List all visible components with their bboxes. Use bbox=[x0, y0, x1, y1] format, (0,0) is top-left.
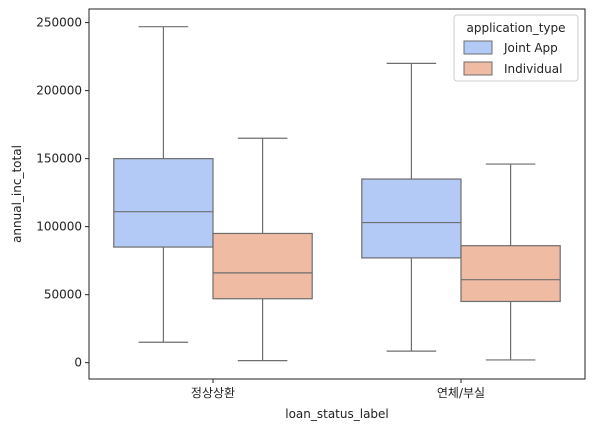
y-tick-label: 0 bbox=[74, 356, 82, 370]
box-iqr bbox=[460, 245, 561, 303]
y-tick-label: 150000 bbox=[36, 152, 82, 166]
legend: application_type Joint App Individual bbox=[453, 14, 579, 82]
legend-swatch bbox=[463, 61, 493, 76]
x-axis-label: loan_status_label bbox=[285, 407, 389, 421]
legend-swatch bbox=[463, 40, 493, 55]
box-joint-app-1 bbox=[361, 62, 462, 352]
box-individual-0 bbox=[212, 137, 313, 362]
box-individual-1 bbox=[460, 163, 561, 361]
box-iqr bbox=[113, 158, 214, 248]
y-tick-label: 250000 bbox=[36, 16, 82, 30]
axes-frame bbox=[88, 8, 586, 380]
plot-area bbox=[113, 26, 561, 362]
legend-title: application_type bbox=[467, 21, 566, 35]
y-tick-label: 100000 bbox=[36, 220, 82, 234]
legend-entry-label: Individual bbox=[504, 62, 562, 76]
x-tick-label: 연체/부실 bbox=[437, 386, 485, 400]
y-tick-label: 50000 bbox=[44, 288, 82, 302]
box-iqr bbox=[361, 178, 462, 259]
box-joint-app-0 bbox=[113, 26, 214, 343]
x-tick-label: 정상상환 bbox=[191, 386, 235, 400]
y-axis-label: annual_inc_total bbox=[10, 145, 24, 243]
y-axis-ticks: 0 50000 100000 150000 200000 250000 bbox=[36, 16, 89, 370]
box-iqr bbox=[212, 232, 313, 300]
legend-entry-label: Joint App bbox=[503, 41, 558, 55]
y-tick-label: 200000 bbox=[36, 84, 82, 98]
x-axis-ticks: 정상상환 연체/부실 bbox=[191, 379, 485, 400]
